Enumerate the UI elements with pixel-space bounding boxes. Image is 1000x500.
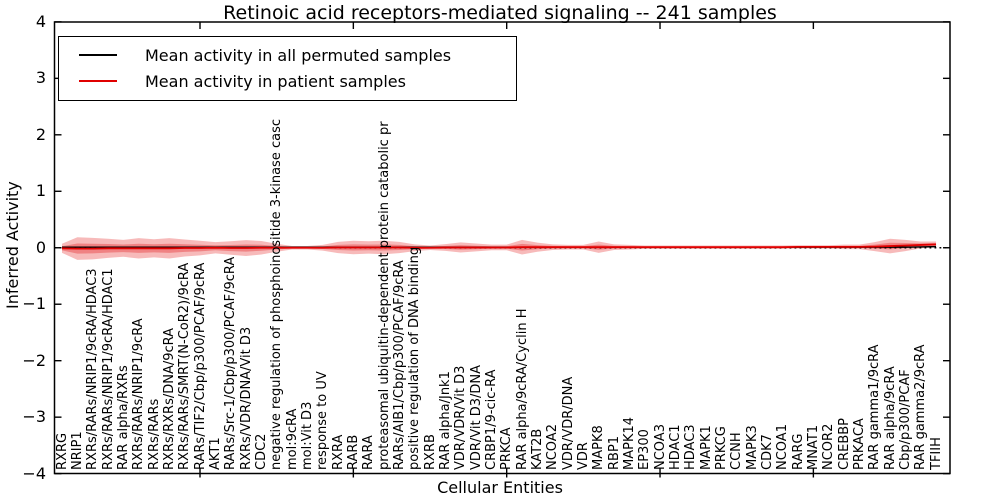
x-tick-label: VDR	[575, 442, 591, 470]
x-tick-label: KAT2B	[529, 428, 545, 470]
y-tick-label: 4	[35, 11, 46, 31]
legend-label-permuted: Mean activity in all permuted samples	[145, 45, 452, 65]
legend-entry-patient: Mean activity in patient samples	[59, 68, 516, 94]
y-tick-label: −2	[22, 350, 46, 370]
x-tick-label: AKT1	[207, 437, 223, 470]
x-tick-label: CCNH	[729, 432, 745, 470]
x-tick-label: CREBBP	[836, 418, 852, 470]
legend-entry-permuted: Mean activity in all permuted samples	[59, 42, 516, 68]
y-tick-label: 0	[35, 237, 46, 257]
x-tick-label: RXRs/RARs/NRIP1/9cRA/HDAC1	[100, 268, 116, 470]
x-tick-label: CDK7	[759, 434, 775, 470]
x-tick-label: mol:Vit D3	[299, 401, 315, 470]
legend: Mean activity in all permuted samples Me…	[58, 36, 517, 101]
x-tick-label: RXRA	[330, 434, 346, 470]
x-tick-label: RXRs/RARs/NRIP1/9cRA/HDAC3	[85, 268, 101, 470]
x-tick-label: CDC2	[253, 433, 269, 470]
permuted-line-swatch-icon	[79, 54, 117, 56]
chart-title: Retinoic acid receptors-mediated signali…	[223, 2, 777, 24]
confidence-band-outer	[62, 237, 937, 260]
x-axis-title: Cellular Entities	[437, 478, 563, 497]
x-tick-label: RXRs/RXRs/DNA/9cRA	[161, 327, 177, 470]
x-tick-label: RXRs/RARs	[146, 398, 162, 470]
y-tick-label: −4	[22, 463, 46, 483]
x-tick-label: RBP1	[606, 435, 622, 470]
x-tick-label: NCOA3	[652, 424, 668, 470]
x-tick-label: NCOR2	[821, 423, 837, 470]
x-tick-label: RXRG	[54, 432, 70, 470]
x-tick-label: PRKCG	[713, 426, 729, 470]
x-tick-label: RXRB	[422, 434, 438, 470]
x-tick-label: RAR alpha/9cRA	[882, 366, 898, 470]
x-tick-label: MNAT1	[805, 424, 821, 470]
x-tick-label: NCOA1	[775, 424, 791, 470]
x-tick-label: VDR/VDR/Vit D3	[453, 365, 469, 470]
x-tick-label: RARB	[345, 434, 361, 470]
x-tick-label: HDAC3	[683, 424, 699, 470]
x-tick-label: RAR alpha/9cRA/Cyclin H	[514, 308, 530, 470]
x-tick-label: RAR alpha/Jnk1	[437, 371, 453, 470]
x-tick-label: RXRs/RARs/SMRT(N-CoR2)/9cRA	[177, 262, 193, 470]
x-tick-label: RAR gamma2/9cRA	[913, 344, 929, 470]
y-tick-label: 3	[35, 68, 46, 88]
x-tick-label: MAPK14	[621, 416, 637, 470]
patient-line-swatch-icon	[79, 80, 117, 82]
x-tick-label: RXRs/VDR/DNA/Vit D3	[238, 326, 254, 470]
x-tick-label: CRBP1/9-cic-RA	[483, 369, 499, 470]
x-tick-label: RARs/Src-1/Cbp/p300/PCAF/9cRA	[223, 256, 239, 470]
y-tick-label: 2	[35, 124, 46, 144]
x-tick-label: Cbp/p300/PCAF	[897, 369, 913, 470]
y-axis-title: Inferred Activity	[3, 181, 22, 309]
x-tick-label: TFIIH	[928, 437, 944, 470]
x-tick-label: NRIP1	[69, 431, 85, 470]
x-tick-label: VDR/VDR/DNA	[560, 376, 576, 470]
x-tick-label: EP300	[637, 429, 653, 470]
x-tick-label: VDR/Vit D3/DNA	[468, 364, 484, 470]
x-tick-label: proteasomal ubiquitin-dependent protein …	[376, 121, 392, 470]
y-tick-label: 1	[35, 181, 46, 201]
x-tick-label: positive regulation of DNA binding	[407, 246, 423, 470]
patient-mean-line	[61, 243, 937, 250]
x-tick-label: MAPK1	[698, 425, 714, 470]
x-tick-label: PRKACA	[851, 418, 867, 470]
legend-label-patient: Mean activity in patient samples	[145, 71, 406, 91]
x-tick-label: PRKCA	[499, 427, 515, 470]
y-tick-label: −1	[22, 294, 46, 314]
x-tick-label: RXRs/RARs/NRIP1/9cRA	[131, 318, 147, 470]
x-tick-label: RAR gamma1/9cRA	[867, 344, 883, 470]
x-tick-label: RAR alpha/RXRs	[115, 365, 131, 470]
x-tick-label: mol:9cRA	[284, 408, 300, 470]
x-tick-label: HDAC1	[667, 424, 683, 470]
x-tick-label: MAPK3	[744, 425, 760, 470]
x-tick-label: NCOA2	[545, 424, 561, 470]
x-tick-label: RARA	[361, 435, 377, 470]
y-tick-label: −3	[22, 407, 46, 427]
x-tick-label: negative regulation of phosphoinositide …	[269, 119, 285, 470]
x-tick-label: RARs/AIB1/Cbp/p300/PCAF/9cRA	[391, 260, 407, 470]
x-tick-label: RARG	[790, 433, 806, 470]
x-tick-label: response to UV	[315, 371, 331, 470]
x-tick-label: MAPK8	[591, 425, 607, 470]
x-tick-label: RARs/TIF2/Cbp/p300/PCAF/9cRA	[192, 262, 208, 470]
